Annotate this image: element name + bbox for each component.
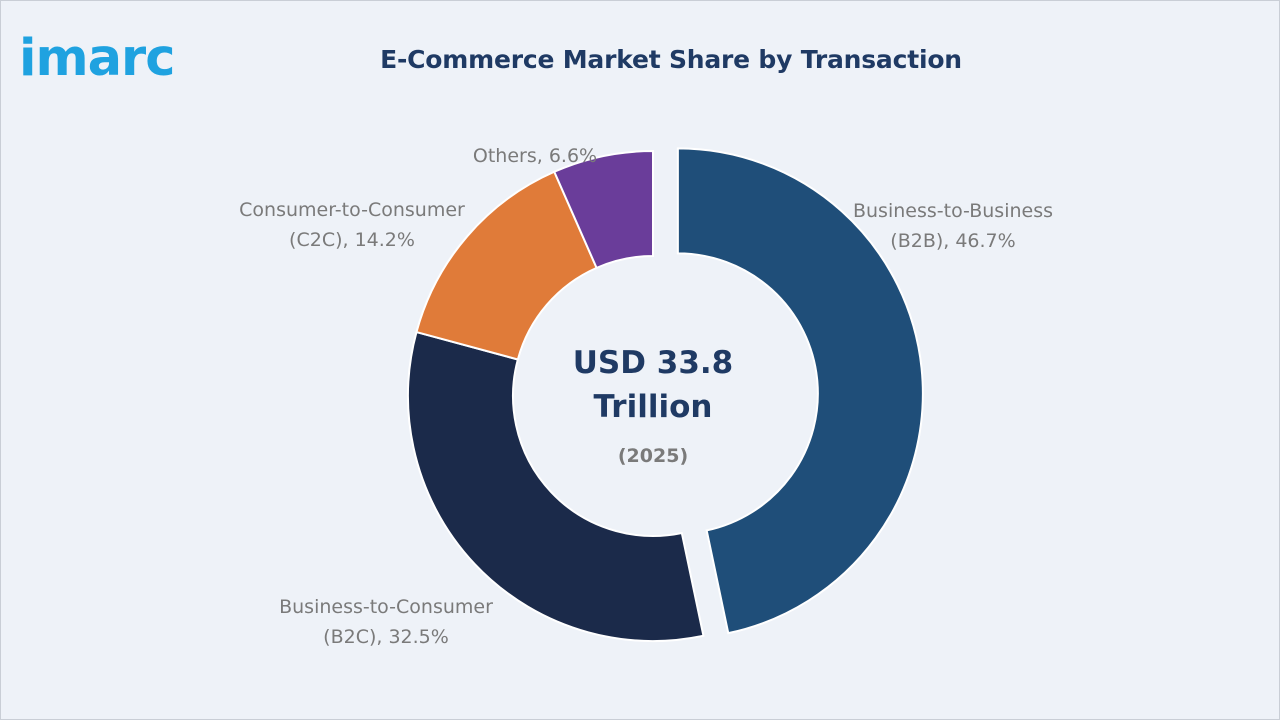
slice-label-b2b: Business-to-Business (B2B), 46.7% [853,200,1053,252]
slice-b2b [676,147,924,635]
imarc-logo: imarc [19,29,175,81]
slice-label-line: (B2C), 32.5% [323,626,449,648]
slice-label-c2c: Consumer-to-Consumer (C2C), 14.2% [239,199,465,251]
slice-b2c [407,330,705,642]
center-year: (2025) [618,445,688,467]
slice-label-line: (C2C), 14.2% [289,229,415,251]
center-total-line-1: USD 33.8 [573,345,734,381]
slice-labels: Business-to-Business (B2B), 46.7%Business… [239,145,1053,648]
slice-label-others: Others, 6.6% [473,145,597,167]
chart-title: E-Commerce Market Share by Transaction [380,45,962,74]
slice-label-line: Business-to-Business [853,200,1053,222]
slice-others [552,149,654,270]
slice-label-line: Business-to-Consumer [279,596,493,618]
slice-label-line: Consumer-to-Consumer [239,199,465,221]
svg-text:imarc: imarc [19,29,174,81]
slice-label-b2c: Business-to-Consumer (B2C), 32.5% [279,596,493,648]
center-total-line-2: Trillion [594,389,713,425]
donut-slices [407,147,924,642]
center-text: USD 33.8 Trillion (2025) [573,345,734,467]
slice-label-line: (B2B), 46.7% [890,230,1015,252]
slice-label-line: Others, 6.6% [473,145,597,167]
